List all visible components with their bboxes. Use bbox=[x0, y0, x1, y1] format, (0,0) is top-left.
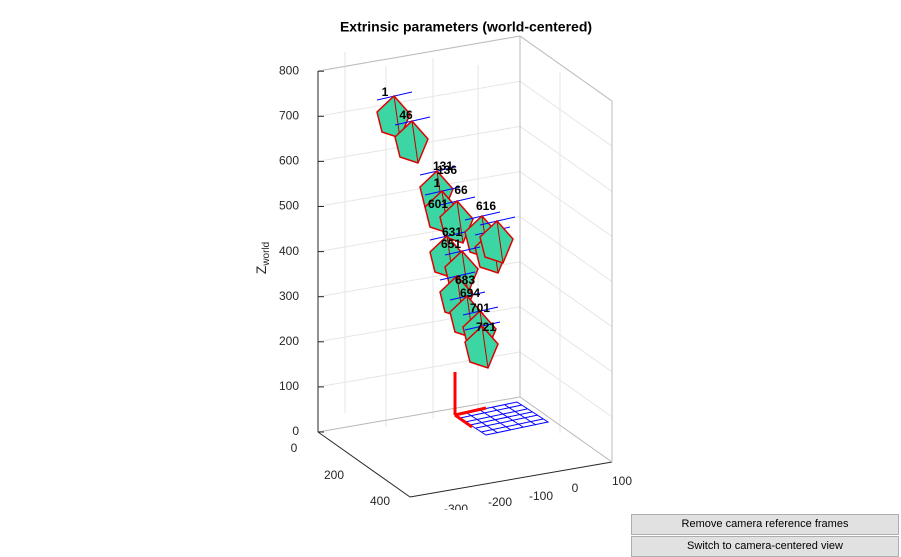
grid-line bbox=[317, 171, 521, 207]
camera-label: 631 bbox=[442, 225, 462, 239]
x-tick-label: 0 bbox=[291, 441, 298, 455]
z-tick-label: 300 bbox=[279, 289, 299, 303]
switch-view-button[interactable]: Switch to camera-centered view bbox=[631, 536, 899, 557]
z-tick-label: 0 bbox=[292, 424, 299, 438]
z-tick-label: 200 bbox=[279, 334, 299, 348]
camera-edge bbox=[411, 120, 419, 164]
camera-label: 46 bbox=[399, 108, 413, 122]
grid-line bbox=[519, 216, 613, 283]
camera-edge bbox=[393, 95, 401, 139]
z-tick-label: 600 bbox=[279, 154, 299, 168]
plot: Extrinsic parameters (world-centered) 14… bbox=[253, 19, 633, 510]
y-tick-label: -100 bbox=[529, 489, 553, 503]
grid-line bbox=[317, 306, 521, 343]
camera-label: 694 bbox=[460, 286, 480, 300]
plot-title: Extrinsic parameters (world-centered) bbox=[340, 19, 592, 35]
y-tick-label: 100 bbox=[612, 474, 632, 488]
camera-pyramid bbox=[376, 94, 411, 139]
grid-line bbox=[519, 306, 613, 373]
grid-line bbox=[519, 171, 613, 237]
z-tick-label: 400 bbox=[279, 244, 299, 258]
grid-line bbox=[317, 80, 521, 117]
calibration-grid bbox=[453, 401, 550, 436]
camera-edge bbox=[481, 325, 489, 369]
camera-label: 616 bbox=[476, 199, 496, 213]
camera-pyramid bbox=[479, 219, 514, 264]
y-tick-label: 0 bbox=[572, 481, 579, 495]
z-tick-label: 100 bbox=[279, 379, 299, 393]
camera-label: 601 bbox=[428, 197, 448, 211]
y-tick-label: -300 bbox=[444, 502, 468, 510]
camera-label: 651 bbox=[441, 237, 461, 251]
camera-label: 136 bbox=[437, 163, 457, 177]
grid-line bbox=[519, 80, 613, 147]
camera-pyramid bbox=[394, 119, 429, 164]
camera-edge bbox=[461, 250, 469, 294]
camera-edge bbox=[456, 200, 464, 244]
camera-label: 1 bbox=[382, 85, 389, 99]
grid-line bbox=[519, 351, 613, 418]
z-tick-label: 700 bbox=[279, 108, 299, 122]
z-tick-label: 800 bbox=[279, 63, 299, 77]
grid-line bbox=[519, 125, 613, 192]
camera-label: 701 bbox=[470, 301, 490, 315]
camera-label: 1 bbox=[434, 176, 441, 190]
remove-frames-button[interactable]: Remove camera reference frames bbox=[631, 514, 899, 535]
camera-label: 683 bbox=[455, 273, 475, 287]
camera-label: 131 bbox=[433, 159, 453, 173]
world-axes bbox=[453, 372, 487, 429]
camera-pyramid bbox=[464, 324, 499, 369]
z-label-sub: world bbox=[261, 242, 272, 267]
camera-edge bbox=[496, 220, 504, 264]
z-tick-label: 500 bbox=[279, 199, 299, 213]
camera-label: 721 bbox=[476, 320, 496, 334]
grid-line bbox=[519, 261, 613, 328]
y-tick-label: -200 bbox=[488, 495, 512, 509]
camera-label: 66 bbox=[454, 183, 468, 197]
x-tick-label: 400 bbox=[370, 494, 390, 508]
z-label-main: Z bbox=[253, 265, 269, 274]
x-tick-label: 200 bbox=[324, 468, 344, 482]
z-axis-label: Zworld bbox=[253, 242, 272, 274]
